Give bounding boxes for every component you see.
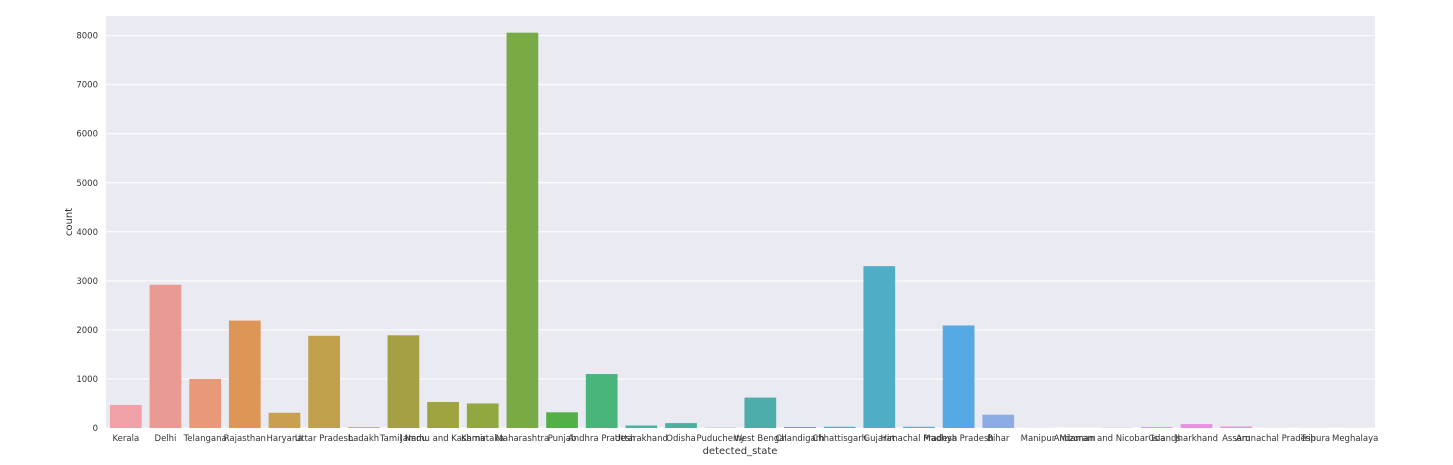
bar bbox=[506, 32, 539, 429]
bar bbox=[466, 403, 499, 428]
plot-background bbox=[106, 16, 1375, 428]
y-tick-labels: 0 1000 2000 3000 4000 5000 6000 7000 8000 bbox=[76, 32, 98, 434]
x-tick-label: Telangana bbox=[183, 434, 227, 444]
bar bbox=[149, 284, 182, 428]
y-tick-label: 2000 bbox=[76, 326, 98, 336]
y-tick-label: 0 bbox=[93, 424, 98, 434]
x-tick-label: Chhattisgarh bbox=[812, 434, 867, 444]
x-tick-label: Haryana bbox=[266, 434, 302, 444]
x-tick-label: Kerala bbox=[113, 434, 140, 444]
x-tick-label: Chandigarh bbox=[775, 434, 824, 444]
bar bbox=[863, 266, 896, 428]
y-tick-label: 6000 bbox=[76, 130, 98, 140]
x-tick-label: Himachal Pradesh bbox=[881, 434, 958, 444]
bar bbox=[1180, 424, 1213, 428]
bar bbox=[784, 427, 816, 428]
y-tick-label: 4000 bbox=[76, 228, 98, 238]
x-tick-label: West Bengal bbox=[734, 434, 787, 444]
y-tick-label: 5000 bbox=[76, 179, 98, 189]
bar bbox=[189, 378, 222, 428]
y-axis-label: count bbox=[64, 208, 75, 236]
bar bbox=[546, 412, 578, 428]
bar bbox=[268, 412, 301, 428]
x-tick-label: Jharkhand bbox=[1174, 434, 1218, 444]
x-tick-label: Uttarakhand bbox=[615, 434, 668, 444]
x-tick-label: Tripura bbox=[1300, 434, 1330, 444]
bar bbox=[823, 426, 856, 428]
x-tick-label: Andaman and Nicobar Islands bbox=[1054, 434, 1182, 444]
bar bbox=[625, 425, 658, 428]
bar bbox=[903, 426, 935, 428]
x-tick-label: Gujarat bbox=[864, 434, 896, 444]
x-tick-label: Bihar bbox=[987, 434, 1010, 444]
x-tick-label: Karnataka bbox=[461, 434, 504, 444]
bar bbox=[427, 402, 459, 428]
x-tick-label: Mizoram bbox=[1059, 434, 1095, 444]
y-tick-label: 8000 bbox=[76, 32, 98, 42]
y-tick-label: 7000 bbox=[76, 81, 98, 91]
bar bbox=[1141, 427, 1173, 428]
bar bbox=[228, 320, 261, 428]
x-axis-label: detected_state bbox=[703, 446, 778, 457]
x-tick-label: Madhya Pradesh bbox=[923, 434, 993, 444]
x-tick-label: Arunachal Pradesh bbox=[1236, 434, 1316, 444]
x-tick-label: Uttar Pradesh bbox=[295, 434, 353, 444]
x-tick-label: Delhi bbox=[155, 434, 177, 444]
bar bbox=[387, 335, 420, 428]
x-tick-label: Ladakh bbox=[348, 434, 379, 444]
bar bbox=[942, 325, 975, 428]
bar bbox=[585, 374, 618, 428]
x-tick-label: Assam bbox=[1222, 434, 1250, 444]
x-tick-label: Tamil Nadu bbox=[379, 434, 427, 444]
x-tick-label: Rajasthan bbox=[224, 434, 266, 444]
bar bbox=[109, 404, 142, 428]
x-tick-label: Jammu and Kashmir bbox=[399, 434, 486, 444]
x-tick-label: Maharashtra bbox=[496, 434, 550, 444]
bar bbox=[347, 427, 380, 428]
bars bbox=[109, 32, 1372, 429]
x-tick-label: Meghalaya bbox=[1332, 434, 1378, 444]
x-tick-label: Manipur bbox=[1021, 434, 1056, 444]
bar bbox=[982, 414, 1015, 428]
bar bbox=[744, 397, 777, 428]
bar bbox=[665, 423, 697, 428]
x-tick-label: Odisha bbox=[666, 434, 695, 444]
x-tick-label: Andhra Pradesh bbox=[568, 434, 636, 444]
y-tick-label: 3000 bbox=[76, 277, 98, 287]
x-tick-label: Puducherry bbox=[697, 434, 745, 444]
x-tick-label: Punjab bbox=[548, 434, 577, 444]
x-tick-label: Goa bbox=[1148, 434, 1165, 444]
bar bbox=[1220, 426, 1253, 428]
bar bbox=[308, 335, 340, 428]
y-tick-label: 1000 bbox=[76, 375, 98, 385]
